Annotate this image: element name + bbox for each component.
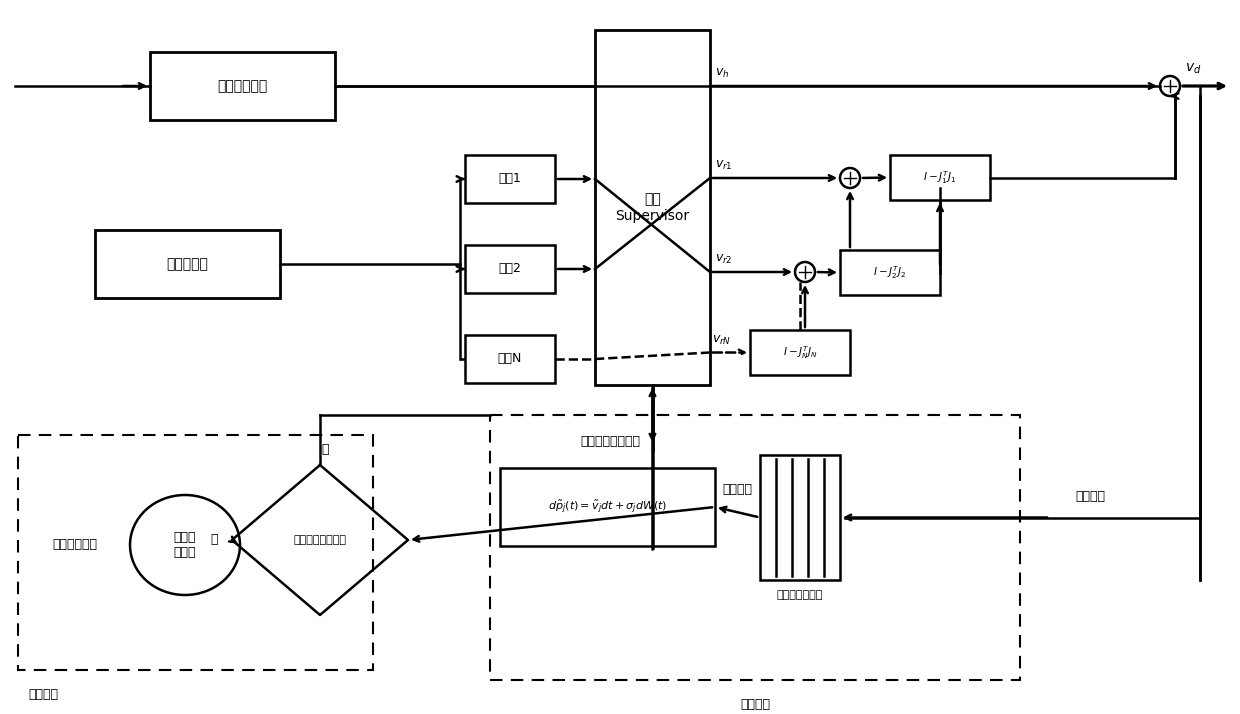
Text: 输出决策任务: 输出决策任务 [52,538,98,551]
Bar [19,435,373,670]
Text: 认知系统: 认知系统 [29,688,58,701]
Text: 数据处理: 数据处理 [740,698,770,711]
Text: 任务信息: 任务信息 [723,483,753,496]
Bar [95,230,280,298]
Text: $v_{r1}$: $v_{r1}$ [715,159,733,172]
Bar [465,155,556,203]
Text: 最优决
策选择: 最优决 策选择 [174,531,196,559]
Bar [750,330,849,375]
Bar [490,415,1021,680]
Text: 任务2: 任务2 [498,263,522,276]
Text: 否: 否 [321,443,329,456]
Bar [500,468,715,546]
Bar [465,245,556,293]
Bar [839,250,940,295]
Text: 任务N: 任务N [497,353,522,366]
Text: 人的决策行为建模: 人的决策行为建模 [580,435,640,448]
Text: $I-J_2^TJ_2$: $I-J_2^TJ_2$ [873,264,906,281]
Bar [760,455,839,580]
Text: $v_d$: $v_d$ [1185,62,1202,76]
Text: 人为干预任务: 人为干预任务 [217,79,268,93]
Text: 是: 是 [211,533,218,546]
Text: $v_{r2}$: $v_{r2}$ [715,253,733,266]
Text: 输入反馈: 输入反馈 [1075,490,1105,503]
Text: 任务1: 任务1 [498,173,522,186]
Text: 是否采取人为干预: 是否采取人为干预 [294,535,346,545]
Bar [595,30,711,385]
Bar [890,155,990,200]
Text: $I-J_1^TJ_1$: $I-J_1^TJ_1$ [924,169,957,186]
Text: 任务
Supervisor: 任务 Supervisor [615,192,689,223]
Bar [150,52,335,120]
Bar [465,335,556,383]
Text: $I-J_N^TJ_N$: $I-J_N^TJ_N$ [782,344,817,361]
Text: $d\tilde{p}_j(t) = \tilde{v}_j dt + \sigma_j dW(t)$: $d\tilde{p}_j(t) = \tilde{v}_j dt + \sig… [548,498,667,516]
Text: 机器人任务: 机器人任务 [166,257,208,271]
Text: $v_h$: $v_h$ [715,67,729,80]
Text: 多类型反馈信息: 多类型反馈信息 [776,590,823,600]
Text: $v_{rN}$: $v_{rN}$ [712,333,732,346]
